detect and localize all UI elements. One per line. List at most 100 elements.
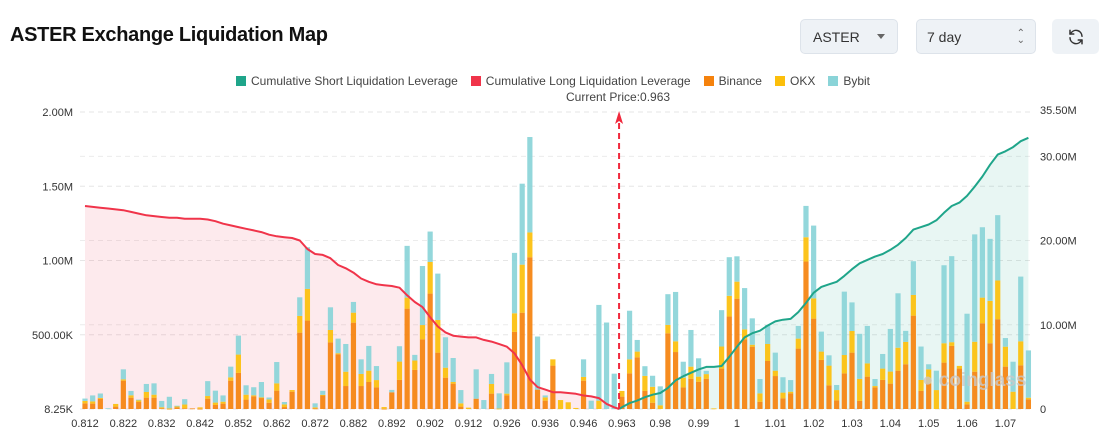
- bar-binance: [312, 408, 318, 410]
- bar-okx: [872, 386, 878, 388]
- bar-bybit: [504, 362, 510, 394]
- x-tick-label: 0.812: [71, 418, 99, 430]
- bar-bybit: [82, 398, 88, 401]
- bar-binance: [972, 371, 978, 409]
- bar-bybit: [972, 234, 978, 342]
- bar-binance: [511, 331, 518, 409]
- legend-item-long[interactable]: Cumulative Long Liquidation Leverage: [470, 74, 691, 88]
- bar-binance: [151, 397, 157, 409]
- bar-binance: [235, 372, 241, 409]
- bar-binance: [358, 386, 364, 409]
- bar-okx: [212, 402, 218, 405]
- bar-binance: [772, 376, 778, 409]
- bar-bybit: [1010, 361, 1016, 392]
- bar-binance: [442, 377, 449, 409]
- bar-bybit: [350, 301, 357, 313]
- bar-okx: [235, 354, 241, 373]
- bar-bybit: [880, 353, 886, 369]
- bar-binance: [788, 393, 794, 409]
- legend-item-okx[interactable]: OKX: [774, 74, 815, 88]
- bar-binance: [949, 345, 955, 409]
- legend-item-bybit[interactable]: Bybit: [828, 74, 870, 88]
- bar-okx: [956, 365, 962, 369]
- bar-bybit: [910, 261, 916, 295]
- y-right-tick-label: 0: [1040, 404, 1046, 416]
- bar-binance: [281, 407, 288, 409]
- bar-bybit: [389, 389, 395, 393]
- bar-bybit: [849, 302, 855, 332]
- bar-binance: [857, 400, 863, 409]
- bar-binance: [419, 339, 426, 409]
- bar-bybit: [826, 355, 832, 366]
- bar-okx: [488, 383, 495, 394]
- bar-bybit: [918, 346, 924, 380]
- bar-okx: [642, 375, 648, 391]
- chevron-down-icon: [877, 34, 885, 39]
- bar-okx: [151, 394, 157, 398]
- bar-binance: [527, 257, 533, 409]
- bar-okx: [511, 313, 518, 332]
- y-left-tick-label: 1.00M: [42, 256, 73, 268]
- y-left-tick-label: 500.00K: [32, 330, 74, 342]
- bar-okx: [964, 401, 970, 405]
- bar-okx: [680, 377, 686, 388]
- x-tick-label: 0.852: [225, 418, 253, 430]
- bar-bybit: [90, 395, 96, 402]
- bar-binance: [182, 408, 188, 410]
- x-tick-label: 1.03: [841, 418, 862, 430]
- bar-bybit: [680, 361, 686, 378]
- bar-binance: [734, 298, 740, 409]
- bar-binance: [82, 403, 88, 409]
- bar-bybit: [688, 329, 694, 367]
- bar-bybit: [603, 322, 610, 409]
- bar-binance: [327, 342, 334, 409]
- bar-bybit: [857, 333, 863, 379]
- bar-binance: [956, 368, 962, 409]
- bar-binance: [366, 382, 372, 409]
- bar-bybit: [772, 352, 778, 371]
- bar-bybit: [995, 215, 1001, 281]
- bar-okx: [458, 403, 464, 407]
- bar-binance: [220, 403, 226, 409]
- bar-binance: [97, 398, 103, 409]
- coin-select[interactable]: ASTER: [800, 19, 898, 54]
- bar-binance: [350, 322, 357, 409]
- bar-binance: [128, 397, 134, 409]
- bar-binance: [887, 383, 893, 409]
- legend-item-short[interactable]: Cumulative Short Liquidation Leverage: [236, 74, 458, 88]
- bar-okx: [619, 390, 625, 397]
- bar-bybit: [151, 383, 157, 395]
- bar-binance: [304, 320, 311, 409]
- bar-okx: [841, 355, 847, 374]
- legend-item-binance[interactable]: Binance: [703, 74, 762, 88]
- bar-binance: [964, 404, 970, 409]
- bar-bybit: [128, 390, 134, 396]
- bar-binance: [258, 397, 265, 409]
- bar-binance: [404, 308, 410, 409]
- short-liquidation-area: [619, 137, 1029, 410]
- refresh-button[interactable]: [1052, 19, 1099, 54]
- bar-bybit: [780, 377, 786, 393]
- bar-bybit: [803, 205, 809, 238]
- bar-okx: [228, 377, 234, 381]
- x-tick-label: 0.862: [263, 418, 291, 430]
- up-down-chevron-icon: ⌃ ⌄: [1016, 27, 1025, 46]
- bar-binance: [872, 387, 878, 409]
- bar-bybit: [580, 359, 587, 377]
- bar-bybit: [274, 362, 280, 384]
- bar-okx: [404, 297, 410, 309]
- bar-binance: [274, 390, 280, 409]
- bar-bybit: [458, 390, 464, 404]
- bar-binance: [534, 389, 541, 409]
- bar-okx: [343, 371, 349, 387]
- bar-binance: [688, 378, 694, 409]
- bar-binance: [634, 357, 640, 409]
- legend-label: Bybit: [843, 74, 871, 88]
- bar-binance: [880, 379, 886, 409]
- bar-binance: [642, 390, 648, 409]
- time-range-select[interactable]: 7 day ⌃ ⌄: [916, 19, 1036, 54]
- bar-okx: [527, 232, 533, 258]
- bar-bybit: [511, 252, 518, 314]
- bar-bybit: [435, 273, 441, 320]
- bar-bybit: [243, 385, 249, 395]
